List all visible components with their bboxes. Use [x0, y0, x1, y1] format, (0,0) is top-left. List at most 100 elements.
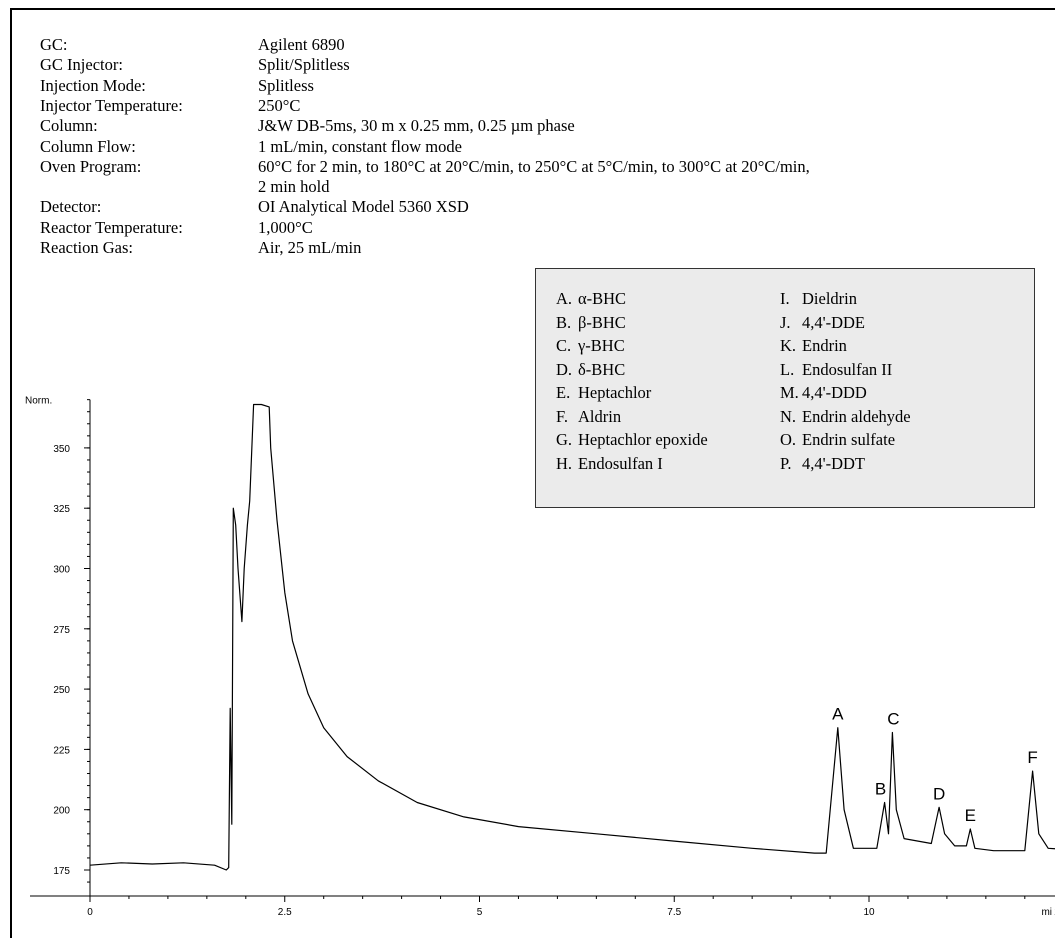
parameter-row: Column Flow: 1 mL/min, constant flow mode	[40, 136, 462, 157]
legend-letter: K.	[780, 336, 797, 355]
parameter-row: Reaction Gas: Air, 25 mL/min	[40, 238, 361, 258]
peak-label: B	[875, 779, 886, 798]
parameter-value: 2 min hold	[258, 177, 330, 197]
parameter-value: 1,000°C	[258, 217, 313, 237]
legend-letter: F.	[556, 406, 568, 426]
legend-entry: F. Aldrin	[556, 406, 621, 427]
legend-letter: G.	[556, 430, 573, 449]
legend-compound: Aldrin	[578, 406, 622, 426]
legend-compound: Endosulfan II	[802, 359, 893, 379]
legend-entry: E. Heptachlor	[556, 383, 651, 403]
parameter-row: Oven Program: 60°C for 2 min, to 180°C at…	[40, 156, 810, 177]
legend-letter: C.	[556, 336, 572, 355]
legend-entry: C. γ-BHC	[556, 336, 625, 356]
legend-compound: Heptachlor epoxide	[578, 430, 708, 449]
legend-compound: 4,4'-DDE	[802, 312, 866, 332]
legend-entry: L. Endosulfan II	[780, 359, 892, 380]
y-tick-label: 300	[53, 565, 70, 576]
legend-entry: H. Endosulfan I	[556, 453, 663, 474]
legend-entry: N. Endrin aldehyde	[780, 406, 911, 427]
parameter-label: Reaction Gas:	[40, 238, 134, 257]
legend-compound: α-BHC	[578, 289, 627, 308]
legend-letter: I.	[780, 289, 790, 308]
legend-letter: L.	[780, 359, 795, 379]
compound-legend: A. α-BHC B. β-BHC C. γ-BHC D. δ-BHC E. Heptachlor…	[535, 268, 1035, 508]
legend-entry: P. 4,4'-DDT	[780, 453, 865, 474]
parameter-label: Injection Mode:	[40, 75, 146, 95]
parameter-row: Column: J&W DB-5ms, 30 m x 0.25 mm, 0.25 …	[40, 116, 575, 136]
parameter-label: Column Flow:	[40, 136, 136, 156]
legend-letter: A.	[556, 289, 573, 308]
legend-compound: 4,4'-DDD	[802, 383, 867, 402]
parameter-label: Detector:	[40, 197, 102, 217]
y-tick-label: 175	[53, 866, 70, 877]
legend-entry: O. Endrin sulfate	[780, 430, 895, 450]
legend-compound: δ-BHC	[578, 359, 626, 379]
parameter-row: Injector Temperature: 250°C	[40, 95, 300, 116]
x-tick-label: 7.5	[667, 907, 681, 918]
parameter-value: Air, 25 mL/min	[258, 238, 362, 257]
parameter-row: GC: Agilent 6890	[40, 35, 345, 55]
parameter-label: GC:	[40, 35, 68, 54]
legend-compound: Endrin sulfate	[802, 430, 896, 449]
legend-letter: M.	[780, 383, 799, 402]
parameter-value: Agilent 6890	[258, 35, 345, 54]
legend-letter: E.	[556, 383, 571, 402]
legend-compound: Endosulfan I	[578, 453, 663, 473]
legend-letter: N.	[780, 406, 797, 426]
y-tick-label: 325	[53, 504, 70, 515]
parameter-value: 60°C for 2 min, to 180°C at 20°C/min, to…	[258, 156, 810, 176]
legend-compound: Endrin aldehyde	[802, 406, 911, 426]
x-tick-label: 2.5	[278, 907, 292, 918]
legend-entry: G. Heptachlor epoxide	[556, 430, 708, 450]
parameter-value: Splitless	[258, 75, 314, 95]
peak-label: C	[887, 710, 899, 729]
parameter-label: Column:	[40, 116, 98, 136]
parameter-label: Injector Temperature:	[40, 95, 183, 115]
parameter-label: Reactor Temperature:	[40, 217, 183, 237]
parameter-value: OI Analytical Model 5360 XSD	[258, 197, 469, 217]
parameter-label: GC Injector:	[40, 55, 123, 75]
legend-entry: M. 4,4'-DDD	[780, 383, 867, 403]
parameter-row: GC Injector: Split/Splitless	[40, 55, 350, 75]
legend-letter: D.	[556, 359, 573, 379]
parameter-value: 250°C	[258, 95, 301, 115]
parameter-row: Injection Mode: Splitless	[40, 75, 314, 96]
x-tick-label: 10	[863, 907, 875, 918]
chromatogram-trace	[89, 403, 1055, 871]
legend-compound: 4,4'-DDT	[802, 453, 866, 473]
figure-frame	[10, 8, 1055, 938]
legend-letter: J.	[780, 312, 791, 332]
legend-entry: J. 4,4'-DDE	[780, 312, 865, 333]
parameter-row: Detector: OI Analytical Model 5360 XSD	[40, 197, 469, 217]
legend-entry: I. Dieldrin	[780, 289, 857, 309]
parameter-value: J&W DB-5ms, 30 m x 0.25 mm, 0.25 µm phas…	[258, 116, 575, 136]
parameter-label: Oven Program:	[40, 156, 142, 176]
legend-letter: B.	[556, 312, 572, 332]
legend-compound: Endrin	[802, 336, 847, 355]
legend-compound: β-BHC	[578, 312, 626, 332]
legend-entry: B. β-BHC	[556, 312, 626, 333]
peak-label: E	[965, 806, 976, 825]
y-tick-label: 275	[53, 625, 70, 636]
legend-entry: D. δ-BHC	[556, 359, 625, 380]
parameter-row: Reactor Temperature: 1,000°C	[40, 217, 313, 238]
parameter-value: 1 mL/min, constant flow mode	[258, 136, 462, 156]
x-axis-unit: mi	[1041, 907, 1052, 918]
legend-entry: A. α-BHC	[556, 289, 626, 309]
x-tick-label: 0	[87, 907, 93, 918]
legend-letter: H.	[556, 453, 573, 473]
y-axis-label: Norm.	[25, 396, 52, 407]
peak-label: F	[1027, 748, 1037, 767]
legend-compound: Heptachlor	[578, 383, 652, 402]
parameter-value: Split/Splitless	[258, 55, 350, 75]
peak-label: A	[832, 705, 844, 724]
legend-entry: K. Endrin	[780, 336, 847, 356]
y-tick-label: 350	[53, 444, 70, 455]
y-tick-label: 250	[53, 685, 70, 696]
legend-letter: P.	[780, 453, 792, 473]
peak-label: D	[933, 784, 945, 803]
legend-letter: O.	[780, 430, 797, 449]
y-tick-label: 200	[53, 806, 70, 817]
